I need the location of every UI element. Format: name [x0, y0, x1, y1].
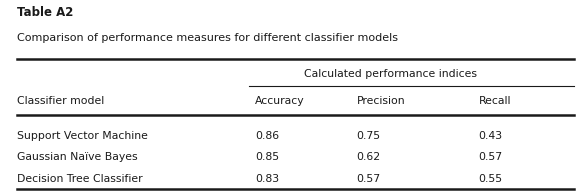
Text: Precision: Precision [357, 96, 405, 106]
Text: 0.57: 0.57 [357, 174, 381, 184]
Text: Support Vector Machine: Support Vector Machine [17, 131, 148, 141]
Text: Recall: Recall [478, 96, 511, 106]
Text: 0.57: 0.57 [478, 152, 503, 162]
Text: Classifier model: Classifier model [17, 96, 104, 106]
Text: 0.55: 0.55 [478, 174, 503, 184]
Text: Table A2: Table A2 [17, 6, 74, 19]
Text: 0.83: 0.83 [255, 174, 280, 184]
Text: Decision Tree Classifier: Decision Tree Classifier [17, 174, 143, 184]
Text: 0.62: 0.62 [357, 152, 381, 162]
Text: Accuracy: Accuracy [255, 96, 305, 106]
Text: 0.85: 0.85 [255, 152, 280, 162]
Text: 0.86: 0.86 [255, 131, 280, 141]
Text: 0.75: 0.75 [357, 131, 381, 141]
Text: Gaussian Naïve Bayes: Gaussian Naïve Bayes [17, 152, 138, 162]
Text: Comparison of performance measures for different classifier models: Comparison of performance measures for d… [17, 33, 398, 43]
Text: Calculated performance indices: Calculated performance indices [303, 69, 477, 79]
Text: 0.43: 0.43 [478, 131, 503, 141]
